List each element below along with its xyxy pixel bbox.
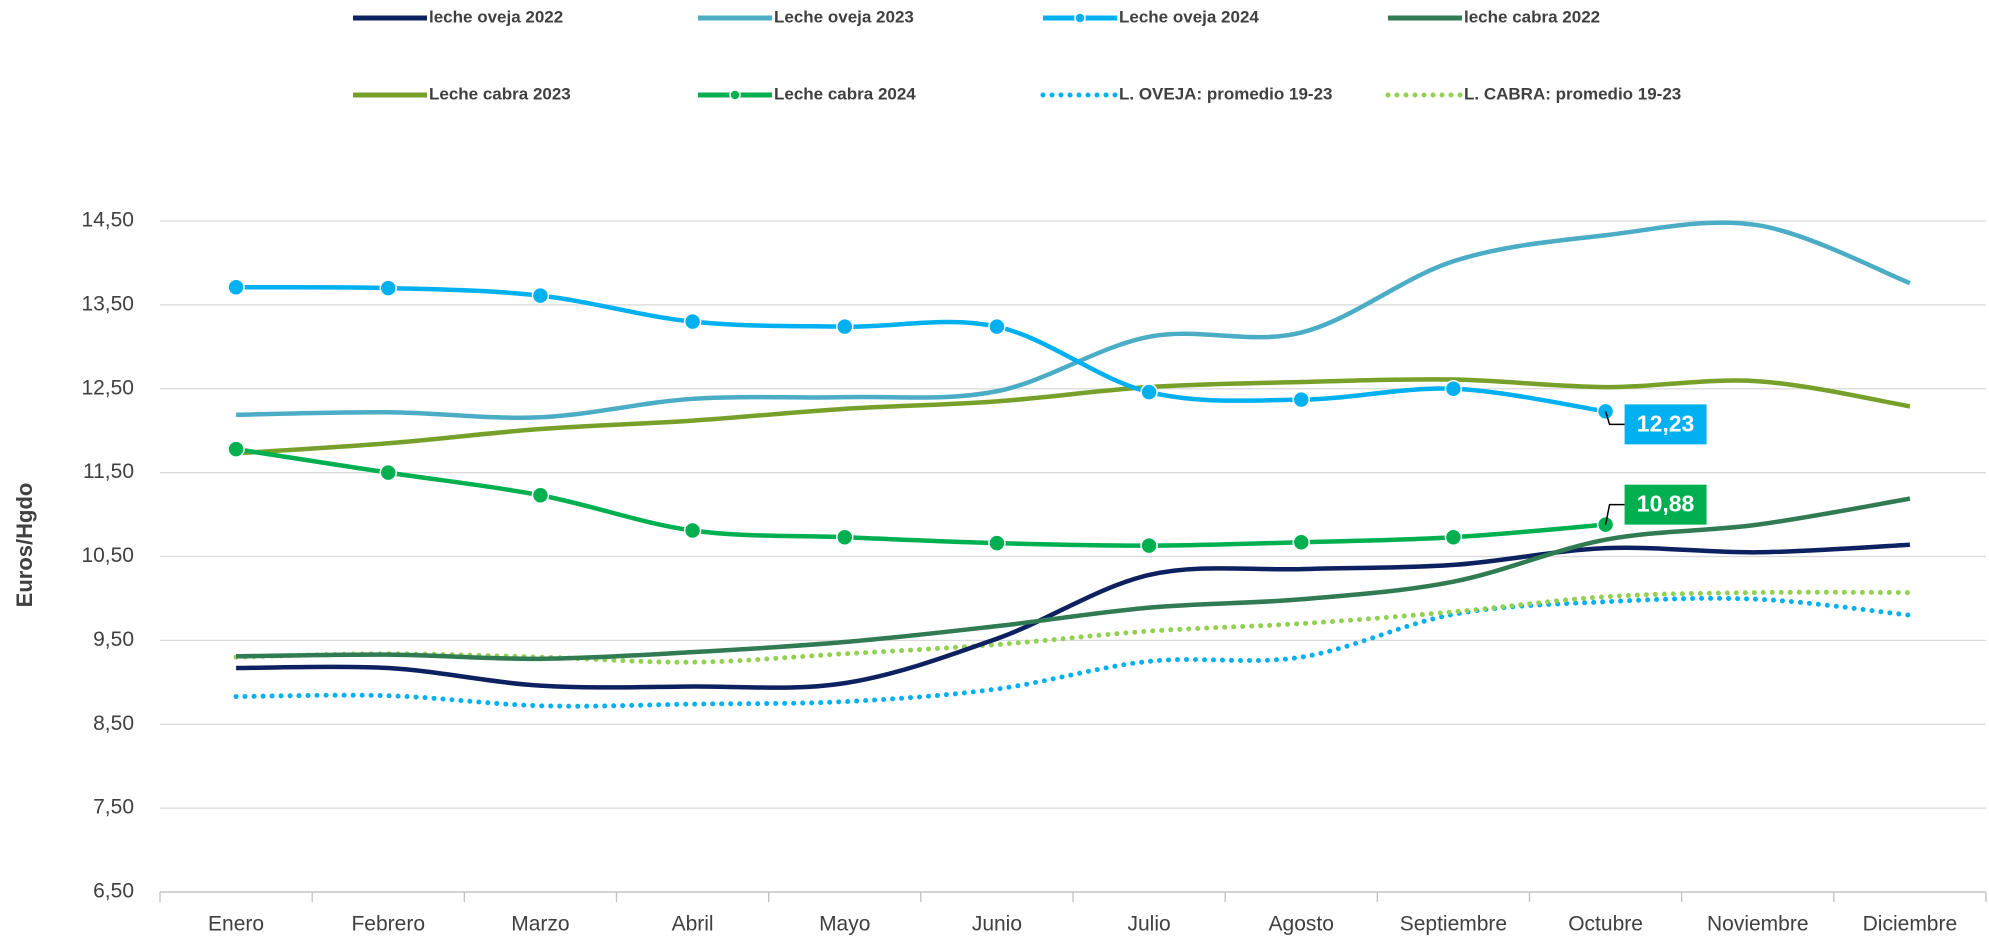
x-tick-label: Noviembre (1707, 913, 1809, 936)
series-line (233, 595, 1913, 709)
legend-label: Leche oveja 2024 (1119, 7, 1259, 26)
y-tick-label: 10,50 (81, 544, 134, 567)
point-marker (1292, 533, 1310, 551)
point-marker (1292, 390, 1310, 409)
x-tick-label: Febrero (351, 913, 425, 936)
y-tick-label: 11,50 (83, 460, 134, 483)
point-marker (683, 312, 702, 331)
legend-label: Leche cabra 2023 (429, 84, 571, 103)
y-tick-label: 6,50 (93, 880, 134, 903)
point-marker (531, 486, 550, 505)
point-marker (1140, 536, 1158, 555)
legend-label: leche oveja 2022 (429, 7, 563, 26)
point-marker (1444, 380, 1463, 398)
legend-marker (1074, 12, 1086, 24)
legend-label: L. CABRA: promedio 19-23 (1464, 84, 1681, 103)
point-marker (227, 440, 245, 458)
legend-marker (729, 89, 741, 101)
series-line (236, 496, 1911, 662)
series-line (236, 284, 1606, 414)
point-marker (988, 534, 1006, 552)
y-axis-label: Euros/Hgdo (12, 483, 37, 608)
x-tick-label: Agosto (1269, 913, 1334, 936)
legend-label: Leche cabra 2024 (774, 84, 916, 103)
x-tick-label: Mayo (819, 913, 870, 936)
point-marker (836, 528, 854, 546)
series-line (235, 377, 1911, 456)
y-tick-label: 12,50 (81, 376, 134, 399)
x-tick-label: Julio (1127, 913, 1170, 936)
legend-label: leche cabra 2022 (1464, 7, 1600, 26)
y-tick-label: 7,50 (93, 796, 134, 819)
x-tick-label: Enero (208, 913, 264, 936)
x-tick-label: Octubre (1568, 913, 1643, 936)
legend-label: Leche oveja 2023 (774, 7, 914, 26)
point-marker (1444, 528, 1463, 546)
data-label-box (1624, 484, 1707, 525)
x-tick-label: Marzo (511, 913, 569, 936)
x-tick-label: Septiembre (1400, 913, 1507, 936)
point-marker (531, 286, 550, 305)
data-label: 10,88 (1637, 491, 1695, 517)
y-tick-label: 13,50 (81, 292, 134, 315)
label-connector (1604, 503, 1625, 525)
y-tick-label: 9,50 (93, 628, 134, 651)
point-marker (379, 279, 397, 297)
x-tick-label: Junio (972, 913, 1022, 936)
data-label: 12,23 (1637, 410, 1695, 436)
x-tick-label: Diciembre (1863, 913, 1958, 936)
point-marker (988, 317, 1006, 336)
y-tick-label: 8,50 (93, 712, 134, 735)
x-tick-label: Abril (672, 913, 714, 936)
data-label-box (1624, 404, 1707, 445)
y-tick-label: 14,50 (81, 209, 134, 232)
series-line (236, 542, 1911, 690)
legend-label: L. OVEJA: promedio 19-23 (1119, 84, 1333, 103)
label-connector (1604, 411, 1625, 426)
point-marker (683, 521, 702, 540)
point-marker (836, 317, 854, 336)
series-line (235, 446, 1606, 548)
point-marker (227, 278, 245, 297)
point-marker (379, 463, 397, 482)
point-marker (1140, 383, 1158, 401)
